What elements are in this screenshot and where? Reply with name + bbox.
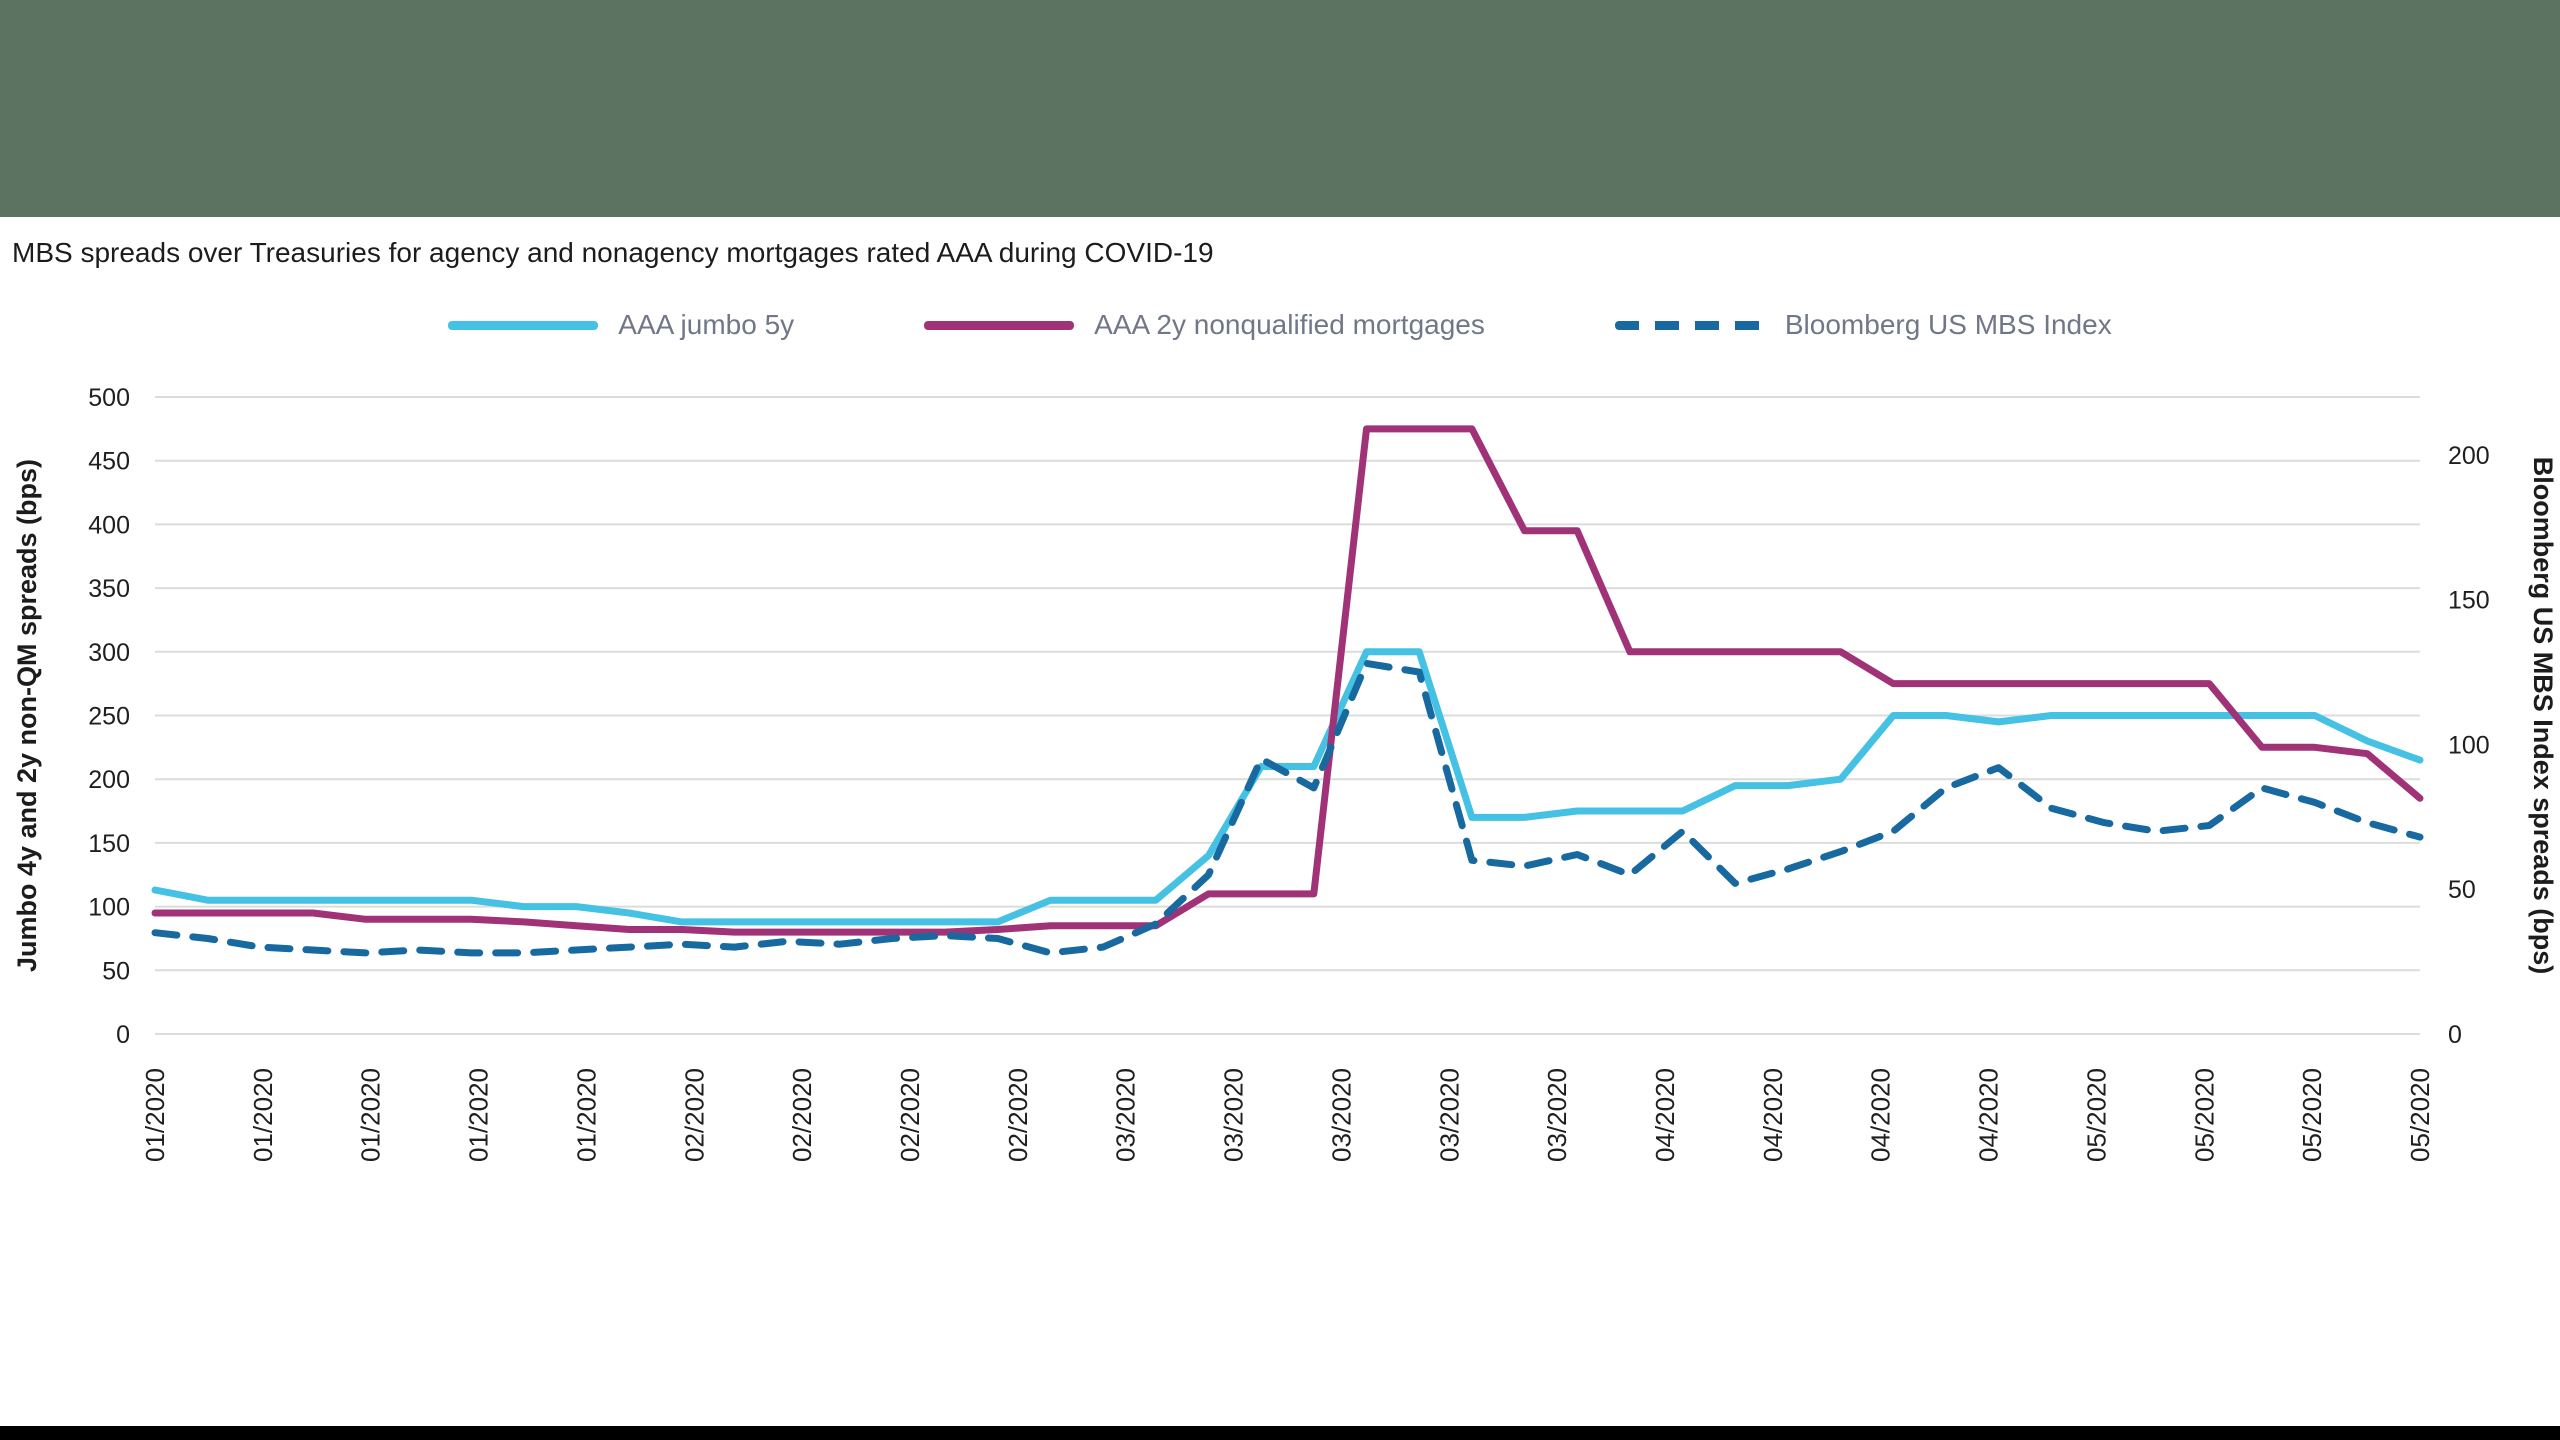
series-line-bloomberg-us-mbs-index: [151, 659, 2424, 957]
y-axis-tick-right: 200: [2448, 442, 2490, 470]
y-axis-tick-left: 150: [88, 830, 130, 858]
series-line-aaa-jumbo-5y: [151, 648, 2424, 926]
x-axis-tick: 05/2020: [2297, 1068, 2327, 1162]
x-axis-tick: 05/2020: [2405, 1068, 2435, 1162]
legend-swatch-dashed-line-icon: [1614, 320, 1765, 330]
chart-panel: MBS spreads over Treasuries for agency a…: [0, 217, 2560, 1426]
y-axis-tick-left: 500: [88, 384, 130, 412]
y-axis-tick-left: 400: [88, 511, 130, 539]
y-axis-tick-right: 100: [2448, 731, 2490, 759]
x-axis-tick: 01/2020: [571, 1068, 601, 1162]
y-axis-tick-right: 0: [2448, 1021, 2462, 1049]
x-axis-tick: 04/2020: [1650, 1068, 1680, 1162]
x-axis-tick: 02/2020: [895, 1068, 925, 1162]
x-axis-tick: 03/2020: [1111, 1068, 1141, 1162]
legend-label: Bloomberg US MBS Index: [1784, 309, 2112, 340]
legend-swatch-solid-line-icon: [448, 320, 599, 330]
legend-item-aaa-2y-nonqualified-mortgages: AAA 2y nonqualified mortgages: [924, 309, 1485, 341]
y-axis-title-left: Jumbo 4y and 2y non-QM spreads (bps): [12, 459, 42, 972]
series-line-aaa-2y-nonqualified-mortgages: [151, 425, 2424, 936]
x-axis-tick: 04/2020: [1758, 1068, 1788, 1162]
y-axis-tick-right: 50: [2448, 876, 2476, 904]
legend-swatch-solid-line-icon: [924, 320, 1075, 330]
y-axis-tick-left: 50: [102, 957, 130, 985]
y-axis-tick-left: 250: [88, 703, 130, 731]
legend-label: AAA 2y nonqualified mortgages: [1094, 309, 1485, 340]
x-axis-tick: 01/2020: [140, 1068, 170, 1162]
x-axis-tick: 04/2020: [1866, 1068, 1896, 1162]
x-axis-tick: 01/2020: [356, 1068, 386, 1162]
x-axis-tick: 02/2020: [679, 1068, 709, 1162]
x-axis-tick: 02/2020: [1003, 1068, 1033, 1162]
x-axis-tick: 03/2020: [1326, 1068, 1356, 1162]
x-axis-tick: 05/2020: [2081, 1068, 2111, 1162]
x-axis-tick: 04/2020: [1974, 1068, 2004, 1162]
x-axis-tick: 03/2020: [1219, 1068, 1249, 1162]
y-axis-tick-left: 100: [88, 894, 130, 922]
x-axis-tick: 02/2020: [787, 1068, 817, 1162]
x-axis-tick: 01/2020: [248, 1068, 278, 1162]
bottom-bar: [0, 1426, 2560, 1440]
legend-item-bloomberg-us-mbs-index: Bloomberg US MBS Index: [1614, 309, 2112, 341]
y-axis-tick-left: 350: [88, 575, 130, 603]
chart-title: MBS spreads over Treasuries for agency a…: [12, 237, 1214, 268]
y-axis-title-right: Bloomberg US MBS Index spreads (bps): [2528, 457, 2558, 975]
y-axis-tick-left: 300: [88, 639, 130, 667]
legend-item-aaa-jumbo-5y: AAA jumbo 5y: [448, 309, 794, 341]
x-axis-tick: 03/2020: [1434, 1068, 1464, 1162]
line-chart: 0 50 100 150 200 250 300 350 400 450 500 0 50 100 150 2…: [12, 384, 2558, 1162]
x-axis-tick: 05/2020: [2189, 1068, 2219, 1162]
y-axis-tick-right: 150: [2448, 587, 2490, 615]
y-axis-tick-left: 200: [88, 766, 130, 794]
y-axis-tick-left: 0: [116, 1021, 130, 1049]
y-axis-tick-left: 450: [88, 448, 130, 476]
x-axis-tick: 03/2020: [1542, 1068, 1572, 1162]
legend-label: AAA jumbo 5y: [618, 309, 795, 340]
legend: AAA jumbo 5y AAA 2y nonqualified mortgag…: [0, 309, 2560, 341]
x-axis-tick: 01/2020: [464, 1068, 494, 1162]
